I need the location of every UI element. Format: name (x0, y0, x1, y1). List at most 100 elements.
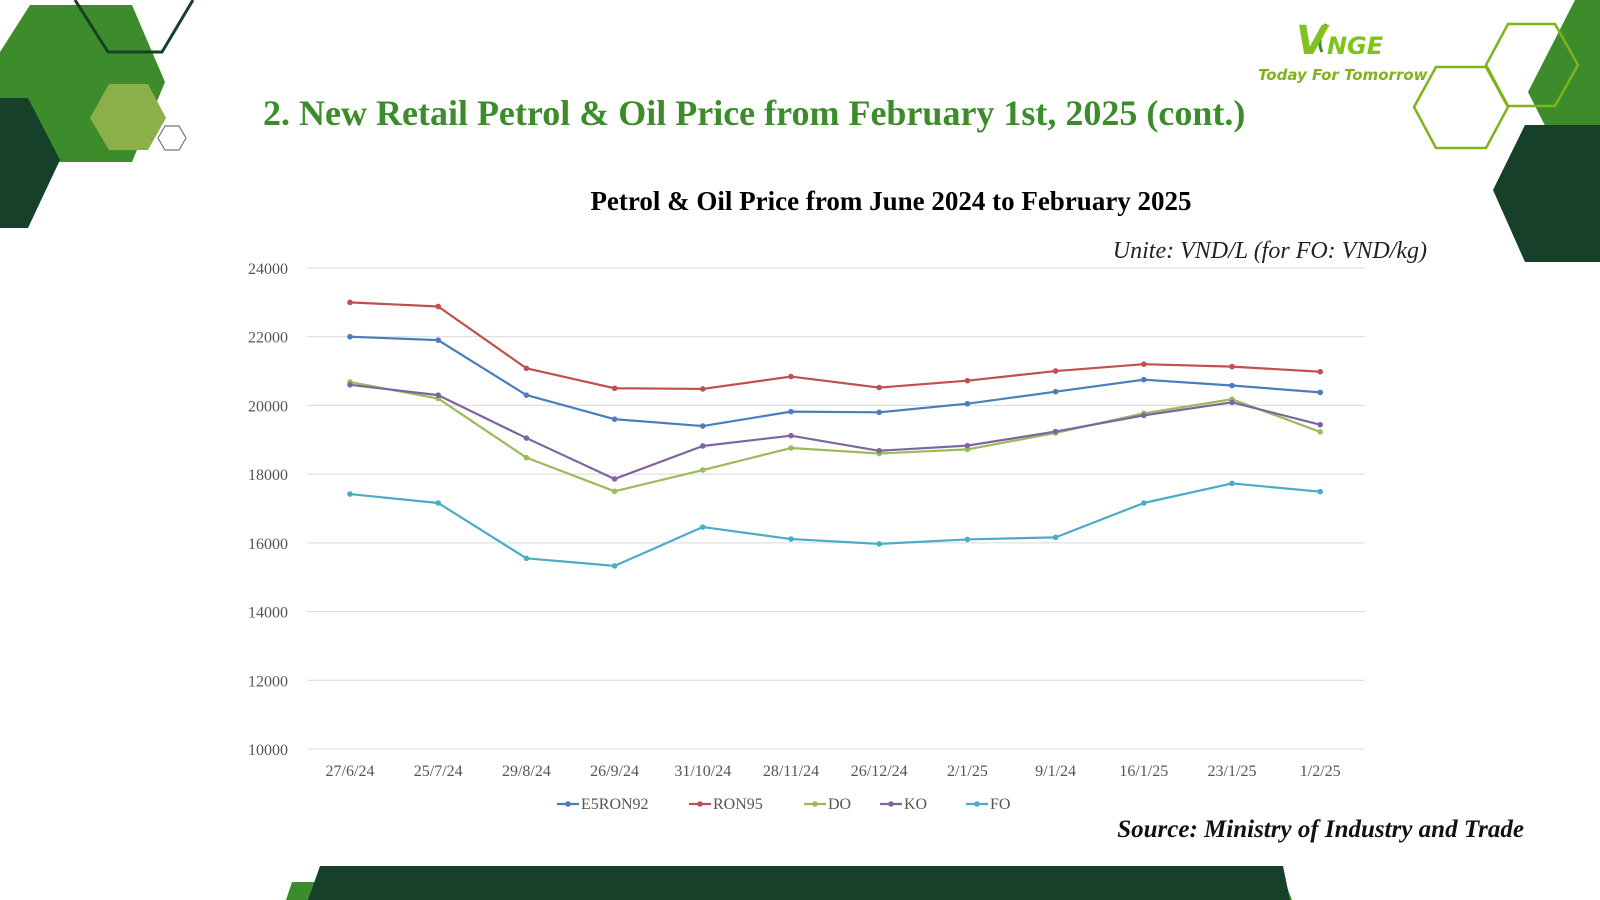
data-point (435, 392, 442, 398)
x-tick-label: 25/7/24 (414, 763, 463, 780)
series-line (349, 335, 1321, 428)
data-point (611, 476, 618, 482)
data-point (347, 299, 353, 306)
legend-marker (697, 801, 703, 807)
y-tick-label: 12000 (248, 673, 288, 690)
x-tick-label: 26/12/24 (851, 763, 908, 780)
legend-label: RON95 (713, 796, 763, 813)
legend-item-e5ron92: E5RON92 (557, 796, 649, 813)
series-fo (347, 480, 1323, 569)
series-line (349, 380, 1321, 493)
data-point (700, 443, 706, 449)
x-tick-label: 16/1/25 (1119, 763, 1168, 780)
series-ko (347, 382, 1323, 482)
legend-label: E5RON92 (581, 796, 649, 813)
hexagon-decoration (157, 125, 187, 151)
data-point (435, 337, 442, 343)
x-tick-label: 26/9/24 (590, 763, 639, 780)
y-axis-ticks: 10000 12000 14000 16000 18000 20000 22000 24000 (248, 261, 288, 759)
x-tick-label: 9/1/24 (1035, 763, 1076, 780)
data-point (611, 416, 618, 422)
data-point (1141, 376, 1147, 383)
hexagon-decoration (73, 0, 195, 54)
y-tick-label: 14000 (248, 605, 288, 622)
data-point (700, 524, 706, 530)
legend-item-fo: FO (966, 796, 1010, 813)
data-point (347, 491, 353, 497)
source-note: Source: Ministry of Industry and Trade (1117, 816, 1524, 843)
data-point (1141, 361, 1147, 368)
data-point (876, 409, 882, 416)
legend-marker (812, 801, 818, 807)
data-point (523, 392, 530, 398)
legend-label: FO (990, 796, 1010, 813)
chart-title: Petrol & Oil Price from June 2024 to Feb… (590, 186, 1192, 216)
data-point (523, 555, 530, 562)
data-point (876, 541, 882, 547)
data-point (1141, 412, 1147, 419)
data-point (788, 536, 794, 542)
x-tick-label: 28/11/24 (763, 763, 819, 780)
legend-item-ko: KO (880, 796, 927, 813)
y-tick-label: 24000 (248, 261, 288, 278)
x-tick-label: 29/8/24 (502, 763, 551, 780)
legend-item-do: DO (804, 796, 851, 813)
series-line (349, 301, 1321, 391)
data-point (1052, 368, 1059, 374)
unit-note: Unite: VND/L (for FO: VND/kg) (1112, 238, 1427, 264)
legend-marker (974, 801, 980, 807)
data-point (1052, 388, 1059, 395)
data-point (523, 435, 530, 441)
chart-legend: E5RON92 RON95 DO KO FO (557, 796, 1010, 813)
data-point (876, 384, 882, 391)
data-point (1229, 382, 1235, 389)
data-point (347, 333, 353, 340)
hexagon-decoration (1493, 125, 1600, 262)
data-point (964, 442, 971, 449)
series-e5ron92 (347, 333, 1323, 429)
data-point (1229, 480, 1235, 487)
data-point (964, 400, 971, 407)
data-point (964, 536, 971, 543)
x-axis-ticks: 27/6/24 25/7/24 29/8/24 26/9/24 31/10/24 28/1… (326, 763, 1341, 780)
hexagon-decoration (90, 84, 166, 150)
data-point (523, 454, 530, 461)
logo-brand-initial: V (1296, 18, 1327, 64)
logo-brand: VNGE (1296, 18, 1383, 64)
legend-label: KO (904, 796, 927, 813)
data-point (700, 423, 706, 429)
data-point (347, 382, 353, 388)
data-point (435, 303, 442, 310)
chart-gridlines (307, 267, 1365, 750)
series-do (347, 379, 1323, 495)
x-tick-label: 2/1/25 (947, 763, 988, 780)
legend-label: DO (828, 796, 851, 813)
data-point (1317, 429, 1323, 435)
legend-item-ron95: RON95 (689, 796, 763, 813)
data-point (1052, 534, 1059, 541)
data-point (1229, 363, 1235, 370)
data-point (700, 386, 706, 392)
legend-marker (565, 801, 571, 807)
data-point (611, 385, 618, 392)
data-point (788, 408, 794, 415)
logo-brand-rest: NGE (1326, 32, 1384, 60)
logo-tagline: Today For Tomorrow (1258, 66, 1428, 84)
logo-leaf-icon (1318, 23, 1328, 53)
x-tick-label: 23/1/25 (1208, 763, 1257, 780)
y-tick-label: 20000 (248, 398, 288, 415)
data-point (788, 373, 794, 380)
data-point (611, 563, 618, 569)
data-point (700, 467, 706, 473)
footer-band (308, 866, 1290, 900)
x-tick-label: 27/6/24 (326, 763, 375, 780)
data-point (788, 445, 794, 451)
y-tick-label: 10000 (248, 742, 288, 759)
x-tick-label: 1/2/25 (1300, 763, 1341, 780)
y-tick-label: 16000 (248, 536, 288, 553)
y-tick-label: 22000 (248, 330, 288, 347)
data-point (611, 488, 618, 495)
data-point (435, 500, 442, 506)
